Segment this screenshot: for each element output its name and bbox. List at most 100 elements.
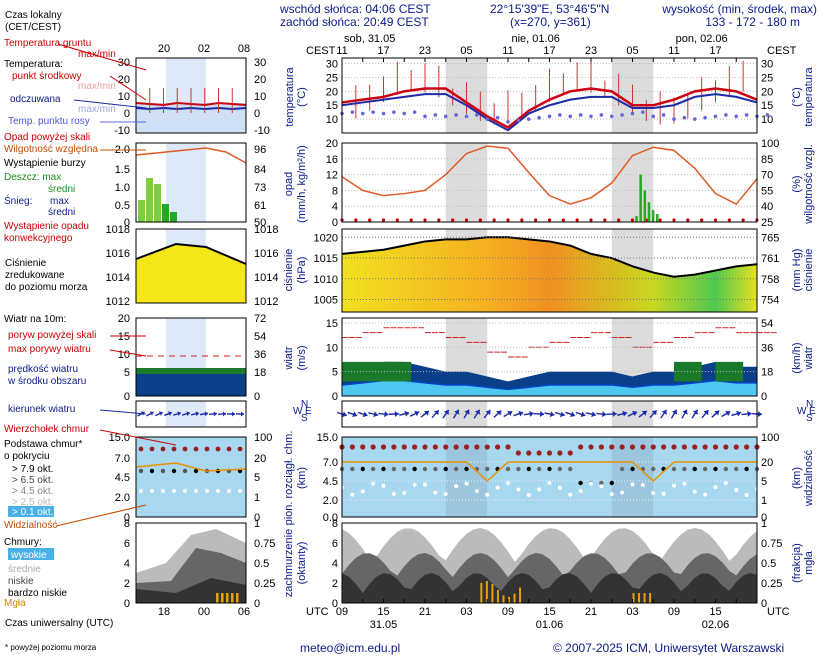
legend-punkt-srodkowy: punkt środkowy [12,71,81,82]
leg-wind-arrow [154,410,163,418]
cloud-top-dot [371,444,376,449]
opad-marker [686,218,689,221]
cloud-top-dot [433,444,438,449]
leg-cloud-top-dot [205,447,210,452]
dew-point [766,113,770,117]
leg-pres-tick-1018: 1018 [106,224,130,236]
wind-arrow [378,410,389,417]
cloud-base-dot [464,467,468,471]
rain-bar [639,175,642,222]
leg-kmh-tick: 36 [254,349,266,361]
leg-widz-tick: 5 [254,472,260,484]
cloud-top-dot [485,444,490,449]
cloud-base-white [496,486,500,490]
leg-cov-tick: 0 [124,598,130,610]
dew-point [434,113,438,117]
legend-wierzcholek: Wierzchołek chmur [4,424,90,435]
leg-cloud-top-dot [194,447,199,452]
fog-bar [644,593,646,603]
leg-cloud-white-dot [194,489,198,493]
wilg-tick-25: 25 [761,217,773,229]
dew-point [351,110,355,114]
opad-marker [506,218,509,221]
rain-bar [652,210,655,222]
footer-copyright: © 2007-2025 ICM, Uniwersytet Warszawski [553,641,784,655]
cloud-top-dot [620,444,625,449]
legend-footnote: * powyżej poziomu morza [5,643,97,652]
mgla-tick-1: 1 [761,518,767,530]
humidity-line [342,146,757,204]
leg-cloud-white-dot [205,489,209,493]
wind-arrow [669,408,679,420]
cloud-base-white [703,493,707,497]
leg-opad-tick: 0.5 [115,200,130,212]
leg-pres-tick-1016: 1016 [106,248,130,260]
axis-unit-bottom-r: UTC [767,606,790,618]
top-hour-8: 11 [668,45,679,57]
leg-cloud-white-dot [161,489,165,493]
cloud-base-dot [371,467,375,471]
leg-bottom-hour-0: 18 [158,606,170,618]
leg-temp-tick-2: 10 [118,91,130,103]
cloud-base-white [651,491,655,495]
cld-tick: 7.0 [323,457,338,469]
cloud-base-dot [444,467,448,471]
legend-poryw-powyzej: poryw powyżej skali [8,330,96,341]
footer-email[interactable]: meteo@icm.edu.pl [300,641,400,655]
dew-point [382,112,386,116]
opad-marker [396,218,399,221]
cloud-top-dot [682,444,687,449]
wind-arrow [596,410,607,417]
leg-widz-tick: 1 [254,492,260,504]
cloud-base-white [662,492,666,496]
cloud-base-dot [392,467,396,471]
cloud-top-dot [505,444,510,449]
ylabel-wiatr-r: wiatr [803,346,815,371]
day-label-0: sob, 31.05 [344,33,395,45]
arrow-head [529,410,534,416]
legend-cisnienie-2: zredukowane [5,270,65,281]
legend-predkosc-2: w środku obszaru [7,376,86,387]
opad-marker [742,218,745,221]
leg-widz-tick: 100 [254,432,272,444]
wind-tick-5: 5 [332,367,338,379]
arrow-head [384,411,389,417]
leg-cloud-base-dot [172,469,176,473]
temp-tick-right-30: 30 [761,59,773,71]
pres-tick-1015: 1015 [314,253,338,265]
wind-tick-10: 10 [326,342,338,354]
cloud-base-dot [402,467,406,471]
axis-unit-top-r: CEST [767,45,797,57]
cloud-base-white [682,482,686,486]
wind-tick-15: 15 [326,318,338,330]
leg-wind-tick: 0 [124,391,130,403]
leg-temp-tick-r-0: 30 [254,57,266,69]
leg-rain-bar [146,178,153,222]
dew-point [361,112,365,116]
leg-cloud-top-dot [227,447,232,452]
cloud-top-dot [671,444,676,449]
wilg-tick-85: 85 [761,154,773,166]
cloud-top-dot [568,450,573,455]
ylabel-wiatr-unit: (m/s) [296,345,308,370]
leg-cloud-base-dot [183,469,187,473]
leg-widz-tick: 20 [254,453,266,465]
leg-temp-tick-1: 20 [118,74,130,86]
leg-wind-arrow [236,411,244,416]
ylabel-mgla: mgła [803,550,815,575]
legend-dew: Temp. punktu rosy [8,116,90,127]
legend-mgla: Mgła [4,598,26,609]
arrow-head [223,411,226,416]
cloud-base-dot [578,481,582,485]
leg-cloud-top-dot [139,447,144,452]
legend-srednie: średnie [8,564,41,575]
legend-chmury: Chmury: [4,537,42,548]
cloud-top-dot [526,450,531,455]
cloud-base-white [350,493,354,497]
elevation-title: wysokość (min, środek, max) [661,2,817,16]
leg-wilg-tick: 73 [254,182,266,194]
temp-tick-left-20: 20 [326,86,338,98]
opad-marker [451,218,454,221]
cloud-base-white [465,482,469,486]
